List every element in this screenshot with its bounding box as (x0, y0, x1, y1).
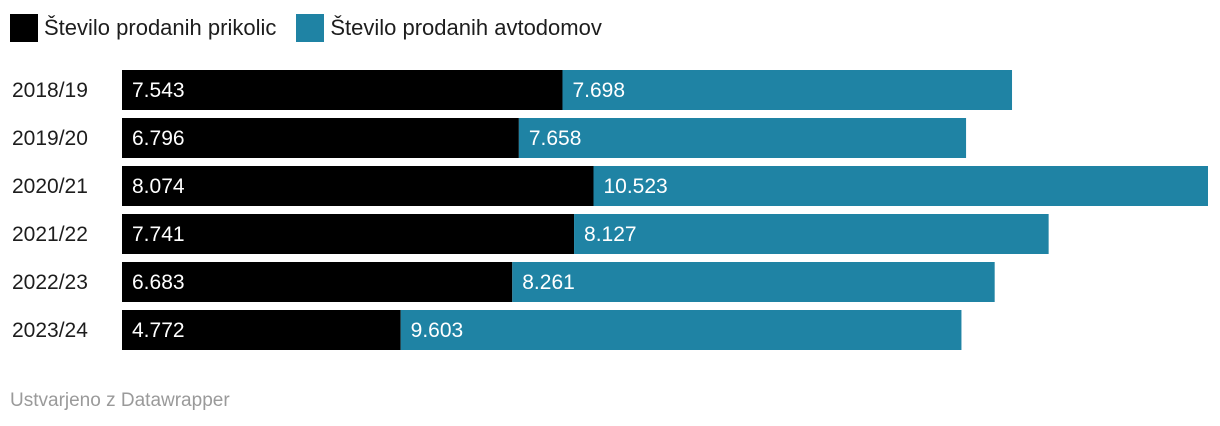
bar-avtodomi-2023-24 (400, 310, 962, 350)
category-label-2022-23: 2022/23 (12, 271, 88, 294)
value-label-avtodomi-2023-24: 9.603 (411, 319, 464, 342)
bar-prikolice-2019-20 (122, 118, 519, 158)
bar-avtodomi-2022-23 (512, 262, 995, 302)
category-label-2021-22: 2021/22 (12, 223, 88, 246)
category-label-2019-20: 2019/20 (12, 127, 88, 150)
bar-avtodomi-2018-19 (562, 70, 1013, 110)
datawrapper-credit: Ustvarjeno z Datawrapper (10, 390, 230, 411)
category-label-2023-24: 2023/24 (12, 319, 88, 342)
bar-prikolice-2022-23 (122, 262, 513, 302)
value-label-avtodomi-2021-22: 8.127 (584, 223, 637, 246)
legend-label-prikolice: Število prodanih prikolic (44, 15, 277, 40)
value-label-prikolice-2021-22: 7.741 (132, 223, 185, 246)
value-label-prikolice-2020-21: 8.074 (132, 175, 185, 198)
stacked-bar-chart: 2018/19 7.543 7.698 2019/20 6.796 7.658 2020/2… (12, 70, 1208, 350)
legend-item-prikolice: Število prodanih prikolic (10, 14, 276, 42)
value-label-prikolice-2018-19: 7.543 (132, 79, 185, 102)
legend-item-avtodomi: Število prodanih avtodomov (296, 14, 602, 42)
value-label-avtodomi-2019-20: 7.658 (529, 127, 582, 150)
value-label-avtodomi-2022-23: 8.261 (522, 271, 575, 294)
bar-avtodomi-2019-20 (518, 118, 967, 158)
category-label-2020-21: 2020/21 (12, 175, 88, 198)
chart-legend: Število prodanih prikolic Število prodan… (10, 12, 622, 44)
value-label-avtodomi-2018-19: 7.698 (572, 79, 625, 102)
legend-swatch-prikolice (10, 14, 38, 42)
value-label-prikolice-2023-24: 4.772 (132, 319, 185, 342)
value-label-prikolice-2022-23: 6.683 (132, 271, 185, 294)
bar-prikolice-2018-19 (122, 70, 563, 110)
bar-avtodomi-2020-21 (593, 166, 1208, 206)
legend-label-avtodomi: Število prodanih avtodomov (330, 15, 602, 40)
bar-prikolice-2020-21 (122, 166, 594, 206)
value-label-avtodomi-2020-21: 10.523 (603, 175, 667, 198)
value-label-prikolice-2019-20: 6.796 (132, 127, 185, 150)
bar-prikolice-2021-22 (122, 214, 575, 254)
category-label-2018-19: 2018/19 (12, 79, 88, 102)
bar-avtodomi-2021-22 (574, 214, 1049, 254)
bar-prikolice-2023-24 (122, 310, 401, 350)
legend-swatch-avtodomi (296, 14, 325, 42)
